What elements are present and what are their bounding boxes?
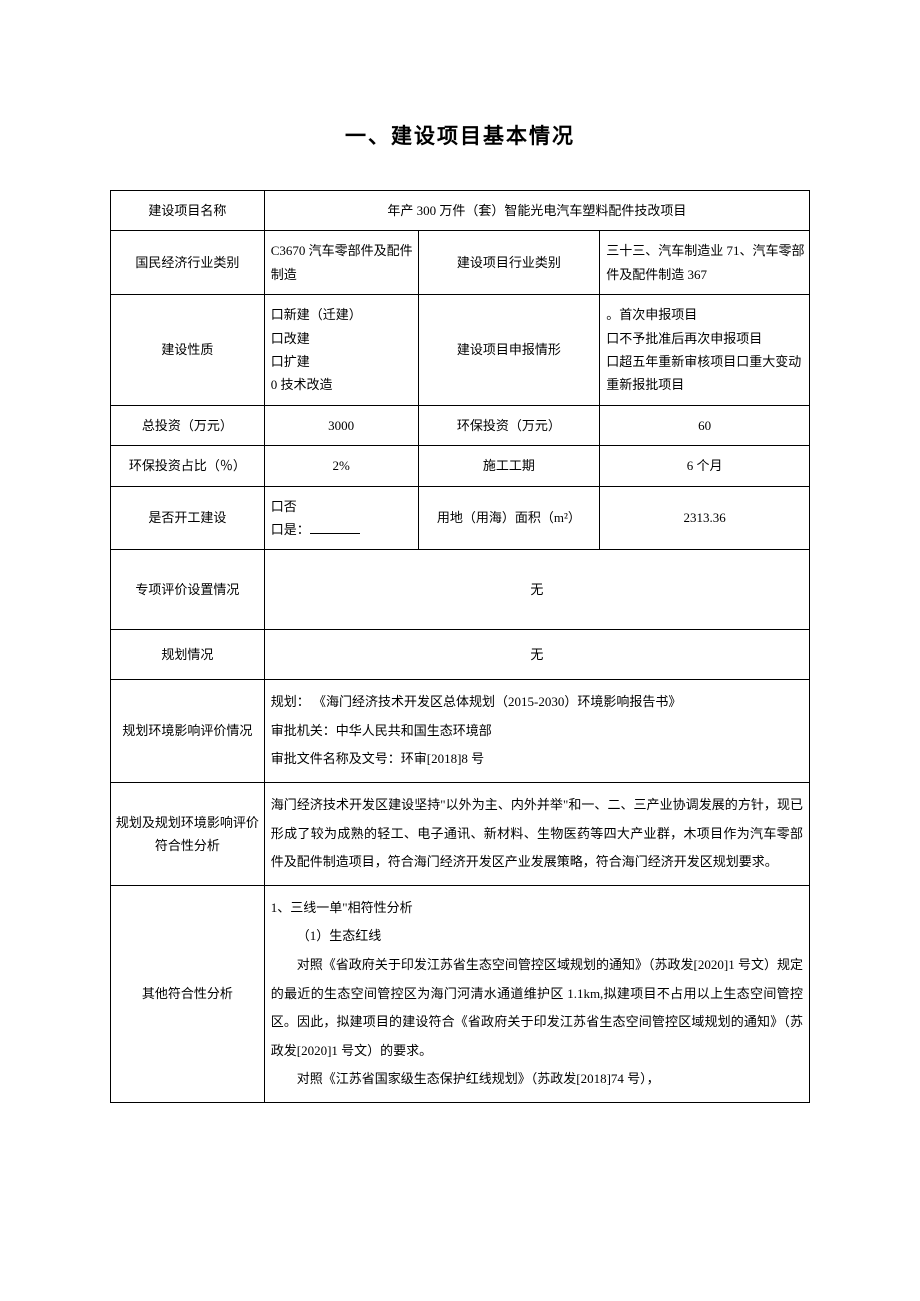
value-land-area: 2313.36 <box>600 486 810 550</box>
label-economy-type: 国民经济行业类别 <box>111 231 265 295</box>
value-declare-type: 。首次申报项目 口不予批准后再次申报项目 口超五年重新审核项目口重大变动重新报批… <box>600 295 810 406</box>
label-conformity: 规划及规划环境影响评价符合性分析 <box>111 783 265 886</box>
value-conformity: 海门经济技术开发区建设坚持"以外为主、内外并举"和一、二、三产业协调发展的方针，… <box>264 783 809 886</box>
value-construction-period: 6 个月 <box>600 446 810 486</box>
label-special-eval: 专项评价设置情况 <box>111 550 265 630</box>
row-conformity: 规划及规划环境影响评价符合性分析 海门经济技术开发区建设坚持"以外为主、内外并举… <box>111 783 810 886</box>
label-construction-nature: 建设性质 <box>111 295 265 406</box>
label-planning-env: 规划环境影响评价情况 <box>111 680 265 783</box>
value-economy-type: C3670 汽车零部件及配件制造 <box>264 231 418 295</box>
label-env-invest: 环保投资（万元） <box>418 405 600 445</box>
value-project-industry: 三十三、汽车制造业 71、汽车零部件及配件制造 367 <box>600 231 810 295</box>
value-planning-env: 规划： 《海门经济技术开发区总体规划（2015-2030）环境影响报告书》 审批… <box>264 680 809 783</box>
value-project-name: 年产 300 万件（套）智能光电汽车塑料配件技改项目 <box>264 191 809 231</box>
started-yes-option: 口是： <box>271 522 310 537</box>
label-planning: 规划情况 <box>111 630 265 680</box>
row-special-eval: 专项评价设置情况 无 <box>111 550 810 630</box>
row-other-conformity: 其他符合性分析 1、三线一单"相符性分析 （1）生态红线 对照《省政府关于印发江… <box>111 885 810 1102</box>
other-subsection: （1）生态红线 <box>271 922 803 951</box>
other-section-title: 1、三线一单"相符性分析 <box>271 894 803 923</box>
planning-env-line2: 审批机关：中华人民共和国生态环境部 <box>271 717 803 746</box>
label-project-industry: 建设项目行业类别 <box>418 231 600 295</box>
label-total-invest: 总投资（万元） <box>111 405 265 445</box>
project-info-table: 建设项目名称 年产 300 万件（套）智能光电汽车塑料配件技改项目 国民经济行业… <box>110 190 810 1103</box>
page-title: 一、建设项目基本情况 <box>110 120 810 150</box>
value-special-eval: 无 <box>264 550 809 630</box>
planning-env-line3: 审批文件名称及文号：环审[2018]8 号 <box>271 745 803 774</box>
row-economy-type: 国民经济行业类别 C3670 汽车零部件及配件制造 建设项目行业类别 三十三、汽… <box>111 231 810 295</box>
label-project-name: 建设项目名称 <box>111 191 265 231</box>
value-env-ratio: 2% <box>264 446 418 486</box>
planning-env-line1: 规划： 《海门经济技术开发区总体规划（2015-2030）环境影响报告书》 <box>271 688 803 717</box>
value-total-invest: 3000 <box>264 405 418 445</box>
label-declare-type: 建设项目申报情形 <box>418 295 600 406</box>
other-para2: 对照《江苏省国家级生态保护红线规划》（苏政发[2018]74 号）， <box>271 1065 803 1094</box>
label-land-area: 用地（用海）面积（m²） <box>418 486 600 550</box>
row-total-invest: 总投资（万元） 3000 环保投资（万元） 60 <box>111 405 810 445</box>
label-started: 是否开工建设 <box>111 486 265 550</box>
value-env-invest: 60 <box>600 405 810 445</box>
value-started: 口否 口是： <box>264 486 418 550</box>
row-project-name: 建设项目名称 年产 300 万件（套）智能光电汽车塑料配件技改项目 <box>111 191 810 231</box>
value-construction-nature: 口新建（迁建） 口改建 口扩建 0 技术改造 <box>264 295 418 406</box>
other-para1: 对照《省政府关于印发江苏省生态空间管控区域规划的通知》（苏政发[2020]1 号… <box>271 951 803 1065</box>
row-construction-nature: 建设性质 口新建（迁建） 口改建 口扩建 0 技术改造 建设项目申报情形 。首次… <box>111 295 810 406</box>
label-other-conformity: 其他符合性分析 <box>111 885 265 1102</box>
row-planning: 规划情况 无 <box>111 630 810 680</box>
value-planning: 无 <box>264 630 809 680</box>
value-other-conformity: 1、三线一单"相符性分析 （1）生态红线 对照《省政府关于印发江苏省生态空间管控… <box>264 885 809 1102</box>
row-started: 是否开工建设 口否 口是： 用地（用海）面积（m²） 2313.36 <box>111 486 810 550</box>
started-yes-blank <box>310 521 360 534</box>
label-env-ratio: 环保投资占比（％） <box>111 446 265 486</box>
label-construction-period: 施工工期 <box>418 446 600 486</box>
started-no-option: 口否 <box>271 499 297 514</box>
row-env-ratio: 环保投资占比（％） 2% 施工工期 6 个月 <box>111 446 810 486</box>
row-planning-env: 规划环境影响评价情况 规划： 《海门经济技术开发区总体规划（2015-2030）… <box>111 680 810 783</box>
